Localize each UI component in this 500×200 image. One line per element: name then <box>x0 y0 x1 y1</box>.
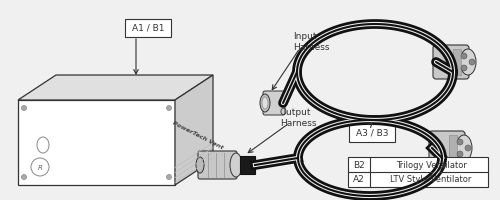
Circle shape <box>461 65 467 71</box>
Text: Input
Harness: Input Harness <box>293 32 330 52</box>
Polygon shape <box>18 75 213 100</box>
Circle shape <box>465 145 471 151</box>
FancyBboxPatch shape <box>125 19 171 37</box>
Ellipse shape <box>262 97 268 109</box>
FancyBboxPatch shape <box>348 157 488 187</box>
Polygon shape <box>175 75 213 185</box>
Text: A1 / B1: A1 / B1 <box>132 23 164 32</box>
Text: PowerTech Vent: PowerTech Vent <box>172 120 224 150</box>
Text: A2: A2 <box>353 174 365 184</box>
FancyBboxPatch shape <box>429 131 465 165</box>
Text: B2: B2 <box>353 160 365 170</box>
Text: R: R <box>38 165 43 171</box>
Circle shape <box>469 59 475 65</box>
FancyBboxPatch shape <box>453 49 461 75</box>
Circle shape <box>166 106 172 110</box>
FancyBboxPatch shape <box>349 124 395 142</box>
Text: A3 / B3: A3 / B3 <box>356 129 388 138</box>
Polygon shape <box>18 100 175 185</box>
Text: Trilogy Ventilator: Trilogy Ventilator <box>396 160 466 170</box>
FancyBboxPatch shape <box>433 45 469 79</box>
Text: LTV Style Ventilator: LTV Style Ventilator <box>390 174 471 184</box>
FancyBboxPatch shape <box>263 91 285 115</box>
Circle shape <box>461 53 467 59</box>
Ellipse shape <box>230 153 242 177</box>
Ellipse shape <box>196 157 204 173</box>
Circle shape <box>22 174 26 180</box>
FancyBboxPatch shape <box>449 135 457 161</box>
Ellipse shape <box>456 135 472 161</box>
Circle shape <box>22 106 26 110</box>
Circle shape <box>457 151 463 157</box>
Circle shape <box>457 139 463 145</box>
Ellipse shape <box>460 49 476 75</box>
Circle shape <box>166 174 172 180</box>
FancyBboxPatch shape <box>240 156 255 174</box>
Text: Output
Harness: Output Harness <box>280 108 316 128</box>
FancyBboxPatch shape <box>198 151 237 179</box>
Circle shape <box>31 158 49 176</box>
Ellipse shape <box>260 94 270 112</box>
Ellipse shape <box>37 137 49 153</box>
